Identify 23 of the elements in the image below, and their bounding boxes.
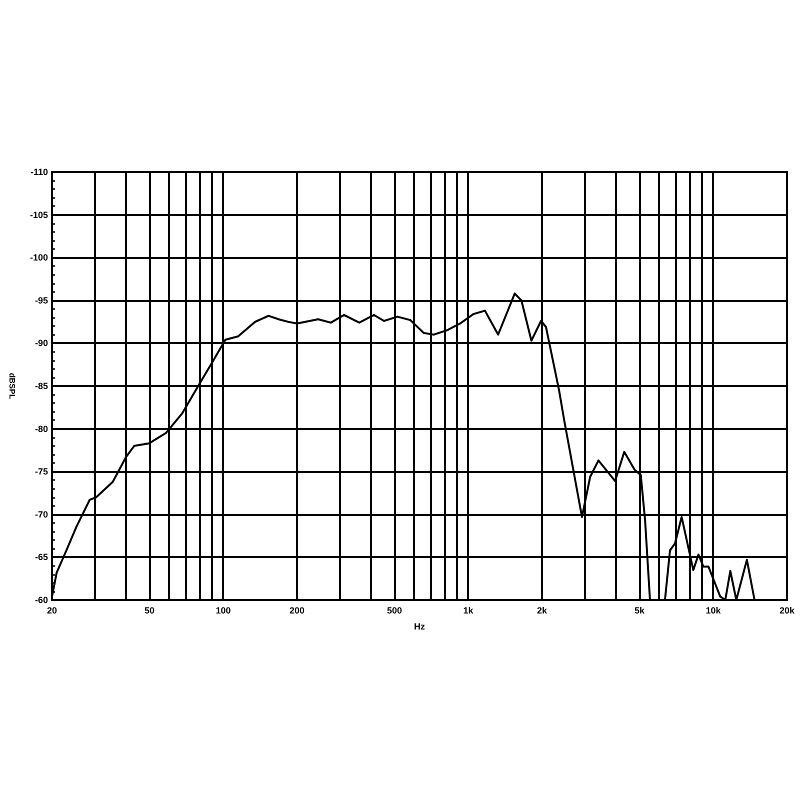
y-tick-label: -100 — [30, 252, 48, 263]
y-tick-label: -65 — [34, 552, 48, 562]
y-tick-label: -105 — [30, 210, 48, 220]
x-tick-label: 10k — [706, 606, 722, 616]
y-tick-label: -60 — [34, 595, 48, 605]
x-tick-label: 500 — [386, 606, 402, 616]
y-tick-label: -70 — [34, 509, 48, 520]
x-axis-title: Hz — [414, 622, 426, 632]
x-tick-label: 100 — [216, 606, 231, 616]
x-tick-label: 1k — [463, 606, 474, 616]
x-tick-label: 20 — [46, 606, 58, 616]
y-tick-label: -85 — [34, 381, 48, 391]
x-tick-label: 50 — [144, 606, 155, 616]
y-tick-label: -95 — [34, 295, 48, 306]
y-tick-label: -90 — [34, 338, 48, 348]
y-tick-label: -80 — [34, 424, 48, 434]
x-tick-label: 5k — [634, 606, 646, 616]
x-tick-label: 20k — [779, 606, 796, 616]
y-tick-label: -75 — [34, 466, 48, 477]
y-axis-title: dBSPL — [8, 372, 16, 400]
y-tick-label: -110 — [30, 167, 48, 177]
x-tick-label: 2k — [536, 606, 548, 616]
x-tick-label: 200 — [289, 606, 305, 616]
